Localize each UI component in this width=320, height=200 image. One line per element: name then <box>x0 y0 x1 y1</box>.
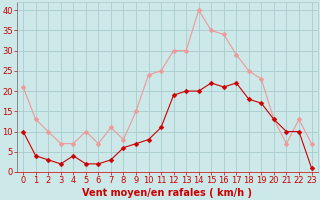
X-axis label: Vent moyen/en rafales ( km/h ): Vent moyen/en rafales ( km/h ) <box>82 188 252 198</box>
